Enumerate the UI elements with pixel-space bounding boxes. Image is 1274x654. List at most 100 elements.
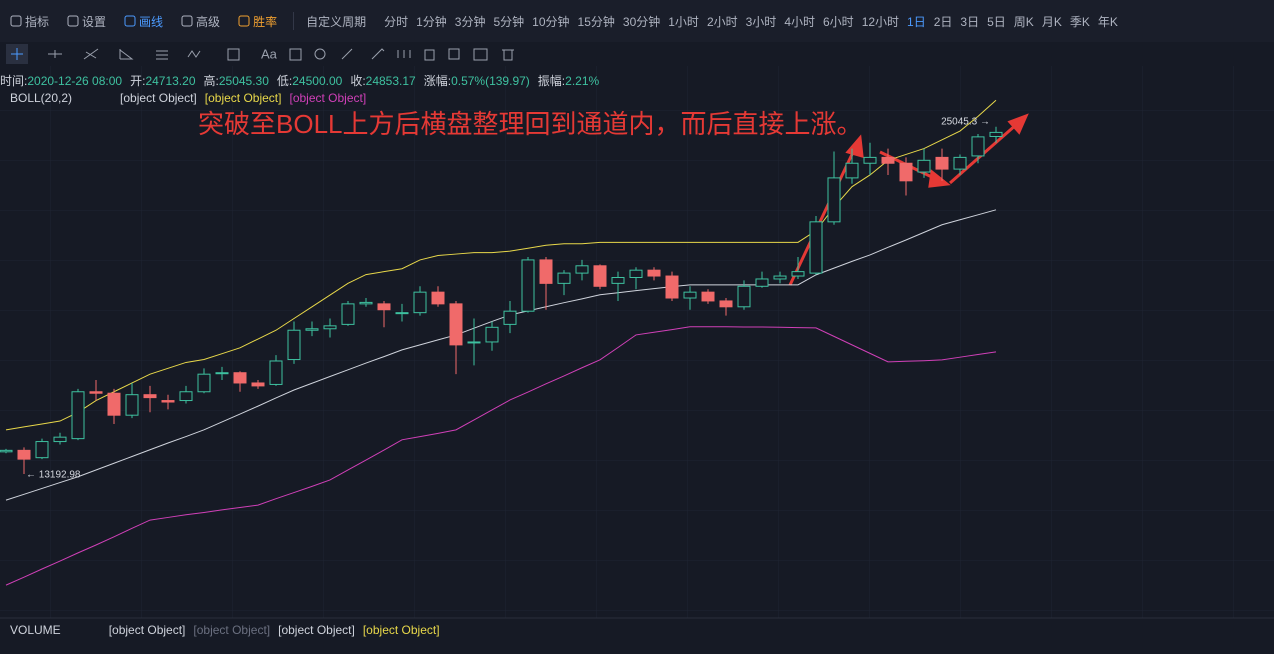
candle-body (71, 391, 85, 440)
period[interactable]: 3分钟 (454, 14, 486, 29)
info-value: 24853.17 (365, 74, 416, 88)
crosshair-icon (11, 48, 23, 60)
period[interactable]: 1日 (907, 14, 926, 29)
candle-body (377, 303, 391, 311)
period[interactable]: 6小时 (823, 14, 854, 29)
candle-body (791, 271, 805, 277)
candle-body (881, 156, 895, 164)
candle-body (809, 221, 823, 274)
grid (0, 66, 1274, 618)
candle-body (53, 436, 67, 443)
info-label: 高: (203, 74, 219, 88)
candle-body (215, 372, 229, 375)
toolbar-icon (238, 15, 250, 27)
toolbar-item[interactable]: 胜率 (238, 13, 277, 30)
tool-icons (48, 48, 514, 61)
info-label: 涨幅: (423, 74, 452, 88)
period-menu[interactable]: 自定义周期 (306, 14, 367, 29)
period[interactable]: 30分钟 (622, 14, 661, 29)
period[interactable]: 5日 (987, 14, 1006, 29)
candle-body (719, 300, 733, 308)
legend-item: [object Object] (278, 623, 355, 637)
period[interactable]: 5分钟 (493, 14, 525, 29)
toolbar-label: 高级 (196, 14, 221, 29)
info-item: 高:25045.30 (204, 72, 269, 89)
period[interactable]: 季K (1069, 14, 1090, 29)
candle-body (593, 265, 607, 287)
info-value: 0.57%(139.97) (451, 74, 530, 88)
toolbar-item[interactable]: 高级 (181, 13, 220, 30)
info-item: 开:24713.20 (130, 72, 195, 89)
toolbar-icon (181, 15, 193, 27)
text-tool[interactable]: Aa (261, 46, 278, 61)
toolbar-item[interactable]: 设置 (67, 13, 106, 30)
info-value: 24500.00 (292, 74, 343, 88)
candle-body (395, 312, 409, 315)
candle-body (539, 259, 553, 284)
candle-body (287, 329, 301, 361)
period[interactable]: 15分钟 (577, 14, 615, 29)
candle-body (629, 269, 643, 278)
candle-body (89, 391, 103, 394)
toolbar-item[interactable]: 指标 (10, 13, 49, 30)
candle-body (503, 310, 517, 325)
candle-body (359, 301, 373, 305)
legend-item: [object Object] (362, 623, 440, 637)
period[interactable]: 分时 (384, 14, 409, 29)
info-bar: 时间:2020-12-26 08:00 开:24713.20 高:25045.30 低… (0, 72, 599, 89)
candle-body (899, 162, 913, 182)
info-item: 低:24500.00 (277, 72, 342, 89)
info-item: 涨幅:0.57%(139.97) (424, 72, 530, 89)
max-label: 25045.3 → (941, 116, 990, 127)
toolbar-icon (10, 15, 22, 27)
candle-body (611, 277, 625, 284)
toolbar-label: 画线 (139, 14, 164, 29)
candle-body (989, 131, 1003, 137)
period[interactable]: 年K (1097, 14, 1118, 29)
candle-body (161, 400, 175, 403)
period[interactable]: 4小时 (784, 14, 815, 29)
candle-body (557, 272, 571, 284)
toolbar-icon (67, 15, 79, 27)
candle-body (971, 136, 985, 157)
legend-item: [object Object] (204, 91, 282, 105)
info-value: 2020-12-26 08:00 (27, 74, 123, 88)
volume-legend: VOLUME [object Object] [object Object] [obj… (10, 623, 440, 637)
candle-body (305, 328, 319, 331)
period[interactable]: 1分钟 (416, 14, 447, 29)
candle-body (269, 360, 283, 385)
period[interactable]: 10分钟 (532, 14, 570, 29)
period[interactable]: 1小时 (668, 14, 699, 29)
toolbar-label: 指标 (25, 14, 50, 29)
top-toolbar: 指标 设置 画线 高级 胜率 自定义周期 分时 1分钟 3分钟 5分钟 10分钟 15分钟 30分钟 1小… (0, 0, 1274, 43)
boll-legend: BOLL(20,2) [object Object] [object Object]… (10, 91, 366, 105)
info-value: 24713.20 (145, 74, 196, 88)
period[interactable]: 12小时 (861, 14, 900, 29)
period[interactable]: 月K (1041, 14, 1062, 29)
candle-body (143, 394, 157, 399)
candle-body (521, 259, 535, 312)
period[interactable]: 3日 (960, 14, 980, 29)
period[interactable]: 2小时 (706, 14, 738, 29)
period[interactable]: 2日 (933, 14, 953, 29)
candle-body (935, 156, 949, 170)
candle-body (125, 394, 139, 416)
candle-body (341, 303, 355, 325)
candle-body (179, 391, 193, 402)
period[interactable]: 3小时 (745, 14, 777, 29)
info-label: 开: (130, 74, 146, 88)
min-label: ← 13192.98 (26, 470, 81, 481)
period[interactable]: 周K (1013, 14, 1034, 29)
candle-body (107, 392, 121, 416)
info-label: 收: (350, 74, 366, 88)
toolbar-item[interactable]: 画线 (124, 13, 163, 30)
legend-item: [object Object] (108, 623, 186, 637)
info-item: 收:24853.17 (350, 72, 415, 89)
candle-body (647, 269, 661, 277)
candle-body (17, 449, 31, 460)
info-item: 时间:2020-12-26 08:00 (0, 72, 122, 89)
candle-body (413, 291, 427, 314)
candle-body (701, 291, 715, 302)
legend-title: VOLUME (10, 623, 61, 637)
candle-body (575, 265, 589, 274)
